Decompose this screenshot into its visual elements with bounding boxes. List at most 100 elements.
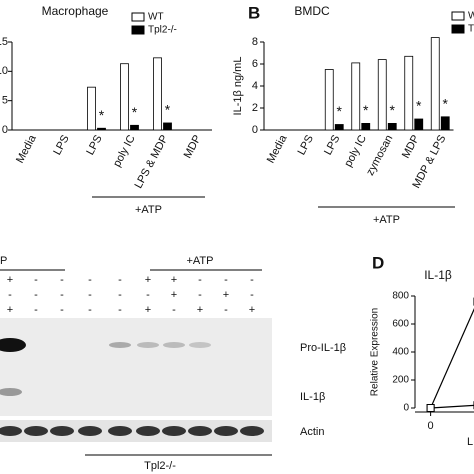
significance-mark: * xyxy=(390,102,396,118)
lane-sign: + xyxy=(249,304,255,316)
y-tick-label: 800 xyxy=(392,291,409,302)
legend-swatch xyxy=(451,24,465,34)
lane-sign: - xyxy=(34,289,38,301)
significance-mark: * xyxy=(99,107,105,123)
lane-sign: - xyxy=(224,304,228,316)
blot-band xyxy=(78,426,102,436)
bar xyxy=(404,55,414,131)
bar xyxy=(120,63,129,131)
x-tick-label: MDP xyxy=(182,133,204,160)
bar xyxy=(130,124,139,131)
legend-label: WT xyxy=(468,11,474,22)
y-tick-label: 0 xyxy=(403,403,409,414)
legend-swatch xyxy=(451,11,465,21)
band-label: IL-1β xyxy=(300,391,325,403)
lane-sign: - xyxy=(224,274,228,286)
y-tick-label: 8 xyxy=(252,36,258,48)
panel-label: B xyxy=(248,3,260,22)
lane-sign: + xyxy=(7,274,13,286)
blot-band xyxy=(108,426,132,436)
significance-mark: * xyxy=(337,103,343,119)
lane-sign: - xyxy=(146,289,150,301)
genotype-label: Tpl2-/- xyxy=(144,460,176,472)
lane-sign: - xyxy=(198,274,202,286)
blot-band xyxy=(188,426,212,436)
lane-sign: - xyxy=(198,289,202,301)
series-line xyxy=(430,307,474,409)
band-label: Actin xyxy=(300,426,324,438)
x-tick-label: 0 xyxy=(428,420,434,432)
y-tick-label: 400 xyxy=(392,347,409,358)
x-tick-label: LPS xyxy=(322,133,342,157)
blot-band xyxy=(137,342,159,348)
blot-band xyxy=(0,426,22,436)
y-tick-label: 6 xyxy=(252,58,258,70)
significance-mark: * xyxy=(132,104,138,120)
lane-sign: - xyxy=(8,289,12,301)
blot-band xyxy=(109,342,131,348)
blot-band xyxy=(214,426,238,436)
panel-label: D xyxy=(372,253,384,272)
bar xyxy=(377,59,387,131)
y-tick-label: 200 xyxy=(392,375,409,386)
legend-swatch xyxy=(131,12,145,22)
legend-label: Tpl2-/- xyxy=(148,25,177,36)
x-tick-label: poly IC xyxy=(342,133,369,169)
lane-sign: - xyxy=(60,304,64,316)
blot-band xyxy=(136,426,160,436)
lane-sign: - xyxy=(250,289,254,301)
y-axis-label: Relative Expression xyxy=(370,308,381,396)
blot-band xyxy=(163,342,185,348)
lane-sign: + xyxy=(223,289,229,301)
y-tick-label: 600 xyxy=(392,319,409,330)
y-tick-label: 15 xyxy=(0,36,8,48)
lane-sign: - xyxy=(118,304,122,316)
bar xyxy=(430,37,440,131)
bar xyxy=(87,86,96,131)
bar xyxy=(361,123,371,131)
lane-sign: + xyxy=(171,274,177,286)
band-label: Pro-IL-1β xyxy=(300,342,346,354)
lane-sign: - xyxy=(88,289,92,301)
lane-sign: - xyxy=(60,274,64,286)
bar xyxy=(324,69,334,131)
significance-mark: * xyxy=(416,98,422,114)
y-tick-label: 4 xyxy=(252,80,258,92)
lane-sign: - xyxy=(34,304,38,316)
blot-membrane xyxy=(0,318,272,416)
lane-sign: - xyxy=(118,274,122,286)
significance-mark: * xyxy=(443,96,449,112)
lane-sign: + xyxy=(7,304,13,316)
significance-mark: * xyxy=(363,102,369,118)
blot-band xyxy=(189,342,211,348)
y-tick-label: 2 xyxy=(252,102,258,114)
blot-band xyxy=(162,426,186,436)
blot-band xyxy=(24,426,48,436)
chart-title: Macrophage xyxy=(42,4,109,18)
blot-band xyxy=(0,388,22,396)
blot-header: +ATP xyxy=(186,255,213,267)
bar xyxy=(153,57,162,131)
actin-bands xyxy=(0,426,264,436)
x-axis-label: LPS xyxy=(467,436,474,448)
blot-band xyxy=(240,426,264,436)
group-label: +ATP xyxy=(373,214,400,226)
y-tick-label: 0 xyxy=(2,124,8,136)
chart-title: BMDC xyxy=(294,4,330,18)
group-label: +ATP xyxy=(135,204,162,216)
point xyxy=(426,404,435,412)
x-tick-label: zymosan xyxy=(364,133,395,178)
y-tick-label: 10 xyxy=(0,65,8,77)
lane-sign: - xyxy=(172,304,176,316)
bar xyxy=(440,116,450,131)
bar xyxy=(97,127,106,131)
legend-label: WT xyxy=(148,12,164,23)
y-axis-label: IL-1β ng/mL xyxy=(232,57,244,116)
legend-swatch xyxy=(131,25,145,35)
series-line xyxy=(430,404,474,409)
lane-sign: + xyxy=(145,274,151,286)
legend-label: Tpl2-/- xyxy=(468,24,474,35)
bar xyxy=(334,124,344,131)
